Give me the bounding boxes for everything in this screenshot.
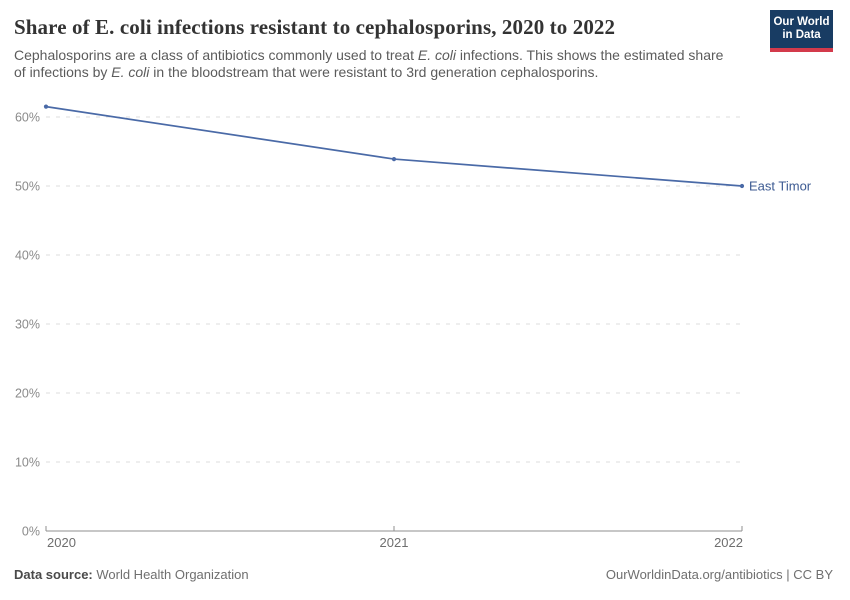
footer-attribution: OurWorldinData.org/antibiotics | CC BY — [605, 567, 833, 582]
data-point — [43, 104, 49, 109]
y-tick-label: 10% — [15, 456, 40, 470]
owid-logo-line2: in Data — [782, 29, 821, 41]
chart-header: Share of E. coli infections resistant to… — [14, 14, 764, 81]
chart-footer: Data source: World Health Organization O… — [14, 567, 833, 582]
chart-subtitle: Cephalosporins are a class of antibiotic… — [14, 47, 724, 80]
y-tick-label: 50% — [15, 180, 40, 194]
y-tick-label: 0% — [22, 525, 40, 539]
data-point — [739, 183, 745, 189]
y-tick-label: 40% — [15, 249, 40, 263]
x-tick-label: 2021 — [380, 535, 409, 550]
x-tick-label: 2020 — [47, 535, 76, 550]
y-tick-label: 20% — [15, 387, 40, 401]
owid-logo: Our World in Data — [770, 10, 833, 52]
chart-title: Share of E. coli infections resistant to… — [14, 15, 616, 39]
x-tick-label: 2022 — [714, 535, 743, 550]
owid-logo-line1: Our World — [773, 16, 830, 28]
data-source: Data source: World Health Organization — [14, 567, 249, 582]
y-tick-label: 60% — [15, 111, 40, 125]
data-source-value: World Health Organization — [92, 567, 249, 582]
data-point — [391, 156, 397, 162]
series-label: East Timor — [749, 179, 812, 194]
data-line — [45, 105, 743, 187]
data-source-label: Data source: — [14, 567, 93, 582]
y-tick-label: 30% — [15, 318, 40, 332]
